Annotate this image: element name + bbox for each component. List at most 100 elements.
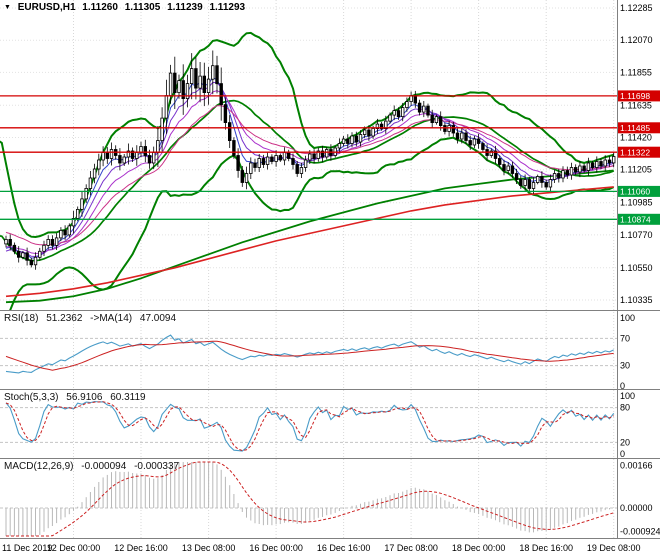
macd-label-row: MACD(12,26,9) -0.000094 -0.000337: [4, 461, 184, 472]
candle-body: [582, 165, 586, 171]
candle-body: [527, 179, 531, 189]
rsi-ma-value: 47.0094: [139, 313, 177, 324]
price-tick-label: 1.10550: [620, 263, 653, 273]
candle-body: [227, 122, 232, 141]
candle-body: [422, 105, 426, 113]
price-tick-label: 1.11420: [620, 133, 652, 143]
candle-body: [38, 250, 42, 258]
candle-body: [430, 114, 434, 123]
time-axis-label: 19 Dec 08:00: [587, 543, 641, 553]
macd-signal-line: [6, 461, 614, 537]
candle-body: [12, 244, 17, 252]
candle-body: [274, 155, 278, 162]
candle-body: [438, 116, 443, 126]
candle-body: [244, 173, 249, 183]
candle-body: [80, 198, 84, 210]
candle-body: [232, 140, 236, 156]
candle-body: [71, 217, 76, 227]
symbol-dropdown-icon[interactable]: ▼: [4, 4, 11, 11]
price-tick-label: 1.10985: [620, 198, 653, 208]
candle-body: [375, 123, 380, 129]
candle-body: [493, 150, 498, 159]
macd-tick-label: -0.000924: [620, 527, 660, 537]
price-level-tag-label: 1.11060: [620, 187, 650, 197]
stoch-k-line: [5, 400, 615, 452]
macd-layer: [0, 461, 617, 537]
candle-body: [350, 135, 354, 144]
candle-body: [384, 120, 388, 129]
candle-body: [464, 132, 468, 141]
price-level-tag: [618, 146, 660, 158]
price-level-tag: [618, 122, 660, 134]
candle-body: [257, 158, 261, 168]
candle-body: [548, 179, 553, 188]
stoch-layer: [0, 400, 617, 452]
candle-body: [388, 114, 392, 122]
stoch-name: Stoch(5,3,3): [4, 392, 59, 403]
candle-body: [189, 68, 194, 84]
time-axis-label: 18 Dec 16:00: [519, 543, 573, 553]
macd-tick-label: 0.00000: [620, 503, 653, 513]
price-level-tag: [618, 185, 660, 197]
bollinger-upper-band: [0, 31, 614, 239]
ohlc-low-value: 1.11239: [167, 2, 203, 13]
candle-body: [603, 159, 607, 167]
candle-body: [316, 150, 320, 159]
price-level-tag-label: 1.11698: [620, 91, 650, 101]
time-axis-label: 12 Dec 00:00: [47, 543, 101, 553]
candle-body: [612, 156, 616, 164]
rsi-name: RSI(18): [4, 313, 39, 324]
stoch-d-value: 60.3119: [110, 392, 146, 403]
candle-body: [497, 158, 502, 165]
candle-body: [50, 238, 55, 246]
candle-body: [362, 129, 367, 135]
candle-body: [346, 138, 350, 144]
candle-body: [460, 132, 464, 140]
price-level-tag: [618, 213, 660, 225]
price-tick-label: 1.11855: [620, 67, 652, 77]
candle-body: [472, 138, 477, 146]
candle-body: [468, 140, 472, 146]
candle-body: [434, 116, 439, 123]
candle-body: [151, 152, 156, 164]
candle-body: [392, 110, 396, 116]
candle-body: [489, 150, 493, 156]
candle-body: [76, 208, 80, 219]
candle-body: [33, 256, 38, 266]
slow-ma-green: [5, 169, 614, 304]
candle-body: [536, 176, 540, 183]
candle-body: [206, 78, 211, 93]
candle-body: [198, 75, 202, 89]
candle-body: [278, 155, 282, 161]
stoch-tick-label: 80: [620, 403, 630, 413]
rsi-ma-name: ->MA(14): [90, 313, 133, 324]
candle-body: [143, 146, 147, 156]
candle-body: [126, 150, 131, 158]
candle-body: [177, 80, 181, 93]
macd-tick-label: 0.00166: [620, 461, 653, 471]
candle-body: [46, 238, 50, 246]
macd-value: -0.000094: [81, 461, 127, 472]
bollinger-middle-band: [0, 99, 615, 262]
candle-body: [443, 125, 447, 132]
rsi-ma-line: [5, 340, 614, 371]
candle-body: [405, 101, 409, 108]
price-level-tag: [618, 90, 660, 102]
candle-body: [502, 164, 506, 171]
price-tick-label: 1.10335: [620, 295, 653, 305]
candle-body: [130, 150, 135, 159]
candle-body: [194, 68, 198, 89]
candle-body: [561, 170, 565, 179]
time-axis-label: 18 Dec 00:00: [452, 543, 506, 553]
candle-body: [590, 162, 595, 168]
candle-body: [88, 177, 93, 189]
candle-body: [476, 138, 481, 144]
candle-body: [569, 167, 574, 176]
main-chart-layer: [0, 31, 617, 310]
candle-body: [42, 244, 46, 252]
candle-body: [29, 259, 33, 266]
candle-body: [135, 152, 139, 159]
candle-body: [118, 155, 122, 164]
